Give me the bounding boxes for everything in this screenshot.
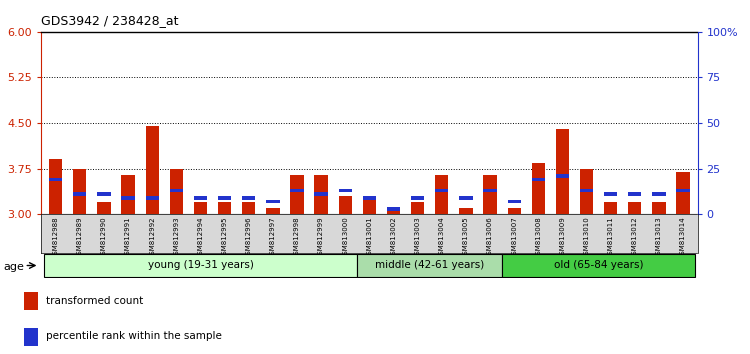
- Text: GSM812995: GSM812995: [221, 216, 227, 259]
- Text: GSM813014: GSM813014: [680, 216, 686, 259]
- Bar: [314, 175, 328, 214]
- Bar: [580, 189, 593, 192]
- Text: middle (42-61 years): middle (42-61 years): [375, 261, 484, 270]
- Text: GSM813001: GSM813001: [366, 216, 372, 259]
- Text: GSM813003: GSM813003: [415, 216, 421, 259]
- Bar: [483, 175, 496, 214]
- Bar: [628, 202, 641, 214]
- Text: GSM812994: GSM812994: [197, 216, 203, 259]
- Text: GSM812996: GSM812996: [246, 216, 252, 259]
- Bar: [49, 159, 62, 214]
- Text: GSM812991: GSM812991: [125, 216, 131, 259]
- Bar: [24, 328, 38, 346]
- Bar: [98, 202, 110, 214]
- Bar: [218, 196, 231, 200]
- Text: GSM813002: GSM813002: [391, 216, 397, 259]
- Bar: [338, 189, 352, 192]
- Bar: [556, 174, 569, 178]
- Bar: [411, 202, 424, 214]
- Bar: [242, 202, 256, 214]
- Bar: [676, 189, 690, 192]
- Bar: [338, 196, 352, 214]
- Text: age: age: [4, 262, 25, 272]
- Bar: [508, 200, 520, 203]
- Bar: [508, 208, 520, 214]
- Text: GSM812990: GSM812990: [101, 216, 107, 259]
- Bar: [146, 196, 159, 200]
- Text: old (65-84 years): old (65-84 years): [554, 261, 644, 270]
- Text: GSM813000: GSM813000: [342, 216, 348, 259]
- Text: percentile rank within the sample: percentile rank within the sample: [46, 331, 222, 341]
- Bar: [266, 200, 280, 203]
- Bar: [122, 196, 135, 200]
- Bar: [363, 196, 376, 200]
- Text: GSM812992: GSM812992: [149, 216, 155, 259]
- Bar: [604, 192, 617, 196]
- Bar: [411, 196, 424, 200]
- Text: GSM813009: GSM813009: [560, 216, 566, 259]
- Text: GSM812998: GSM812998: [294, 216, 300, 259]
- FancyBboxPatch shape: [357, 254, 502, 277]
- Text: GSM813010: GSM813010: [584, 216, 590, 259]
- Bar: [290, 175, 304, 214]
- Text: GSM813013: GSM813013: [656, 216, 662, 259]
- Text: GSM813005: GSM813005: [463, 216, 469, 259]
- Bar: [532, 178, 545, 181]
- Bar: [532, 162, 545, 214]
- Text: GSM812993: GSM812993: [173, 216, 179, 259]
- Bar: [363, 196, 376, 214]
- Bar: [628, 192, 641, 196]
- Bar: [170, 169, 183, 214]
- Text: GSM812999: GSM812999: [318, 216, 324, 259]
- Bar: [314, 192, 328, 196]
- Bar: [387, 207, 400, 211]
- Bar: [74, 169, 86, 214]
- Text: GSM813004: GSM813004: [439, 216, 445, 259]
- FancyBboxPatch shape: [44, 254, 357, 277]
- Bar: [98, 192, 110, 196]
- Text: transformed count: transformed count: [46, 296, 144, 306]
- Text: GSM813006: GSM813006: [487, 216, 493, 259]
- Bar: [194, 196, 207, 200]
- Bar: [170, 189, 183, 192]
- Bar: [266, 208, 280, 214]
- Bar: [435, 175, 448, 214]
- Bar: [435, 189, 448, 192]
- Bar: [483, 189, 496, 192]
- Text: GSM813012: GSM813012: [632, 216, 638, 259]
- Bar: [387, 211, 400, 214]
- Bar: [24, 292, 38, 310]
- Bar: [652, 202, 665, 214]
- Text: GSM812997: GSM812997: [270, 216, 276, 259]
- Bar: [122, 175, 135, 214]
- Text: GSM813008: GSM813008: [536, 216, 542, 259]
- Bar: [74, 192, 86, 196]
- Text: GSM813007: GSM813007: [512, 216, 518, 259]
- Bar: [604, 202, 617, 214]
- Bar: [459, 196, 472, 200]
- Text: GDS3942 / 238428_at: GDS3942 / 238428_at: [41, 14, 178, 27]
- Bar: [194, 202, 207, 214]
- Text: GSM812989: GSM812989: [76, 216, 82, 259]
- Bar: [459, 208, 472, 214]
- Bar: [556, 129, 569, 214]
- Bar: [676, 172, 690, 214]
- Bar: [580, 169, 593, 214]
- Bar: [49, 178, 62, 181]
- FancyBboxPatch shape: [502, 254, 695, 277]
- Bar: [146, 126, 159, 214]
- Text: GSM812988: GSM812988: [53, 216, 58, 259]
- Bar: [652, 192, 665, 196]
- Bar: [290, 189, 304, 192]
- Bar: [218, 202, 231, 214]
- Text: GSM813011: GSM813011: [608, 216, 613, 259]
- Bar: [242, 196, 256, 200]
- Text: young (19-31 years): young (19-31 years): [148, 261, 254, 270]
